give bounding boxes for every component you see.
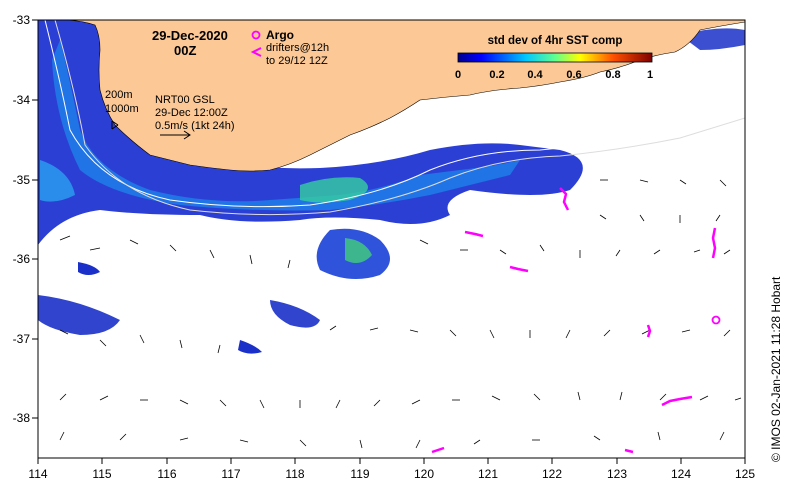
lat-tick-label: -33	[13, 13, 31, 27]
drifters-label: drifters@12h	[266, 42, 329, 54]
lat-tick-label: -35	[13, 173, 31, 187]
lat-tick-labels: -33 -34 -35 -36 -37 -38	[13, 13, 31, 425]
legend: Argo drifters@12h to 29/12 12Z	[250, 28, 329, 67]
colorbar-tick: 0.2	[489, 69, 504, 81]
iso-pointer	[111, 120, 119, 130]
lon-tick-label: 114	[28, 467, 47, 481]
colorbar-tick: 0.4	[527, 69, 543, 81]
argo-label: Argo	[266, 28, 294, 42]
lon-tick-label: 120	[414, 467, 434, 481]
lat-tick-label: -38	[13, 411, 31, 425]
colorbar-tick: 0.6	[566, 69, 581, 81]
lon-tick-label: 125	[735, 467, 755, 481]
iso1000-label: 1000m	[105, 103, 139, 115]
drifter-tracks	[431, 187, 717, 454]
iso200-label: 200m	[105, 89, 133, 101]
lon-tick-labels: 114 115 116 117 118 119 120 121 122 123 …	[28, 467, 755, 481]
gsl-date: 29-Dec 12:00Z	[155, 107, 228, 119]
colorbar-tick: 1	[647, 69, 653, 81]
lat-tick-label: -34	[13, 93, 31, 107]
colorbar-gradient	[457, 52, 653, 63]
lon-tick-label: 116	[157, 467, 176, 481]
gsl-title: NRT00 GSL	[155, 94, 215, 106]
lon-tick-label: 122	[542, 467, 562, 481]
scale-arrow	[160, 130, 191, 140]
lat-tick-label: -36	[13, 252, 31, 266]
colorbar-tick: 0	[455, 69, 461, 81]
isobath-200m	[44, 20, 745, 208]
lon-tick-label: 119	[350, 467, 369, 481]
map-date: 29-Dec-2020	[152, 28, 228, 43]
lon-tick-label: 118	[285, 467, 304, 481]
lon-tick-label: 121	[478, 467, 498, 481]
colorbar-title: std dev of 4hr SST comp	[488, 35, 623, 47]
lat-tick-label: -37	[13, 332, 31, 346]
drifters-sub: to 29/12 12Z	[266, 55, 328, 67]
lon-tick-label: 117	[221, 467, 240, 481]
gsl-scale: 0.5m/s (1kt 24h)	[155, 120, 234, 132]
current-vectors	[59, 179, 742, 449]
lon-tick-label: 115	[92, 467, 111, 481]
plot-frame	[37, 19, 746, 459]
colorbar-tick: 0.8	[605, 69, 620, 81]
credit-text: © IMOS 02-Jan-2021 11:28 Hobart	[769, 276, 783, 462]
isobath-1000m	[54, 20, 745, 216]
colorbar: std dev of 4hr SST comp 0 0.2 0.4 0.6 0.…	[455, 35, 653, 81]
map-hour: 00Z	[174, 43, 196, 58]
chevron-icon	[250, 47, 262, 57]
lon-tick-label: 123	[607, 467, 627, 481]
argo-float	[711, 315, 721, 325]
axis-ticks	[32, 19, 746, 464]
lon-tick-label: 124	[671, 467, 691, 481]
circle-icon	[251, 30, 261, 40]
